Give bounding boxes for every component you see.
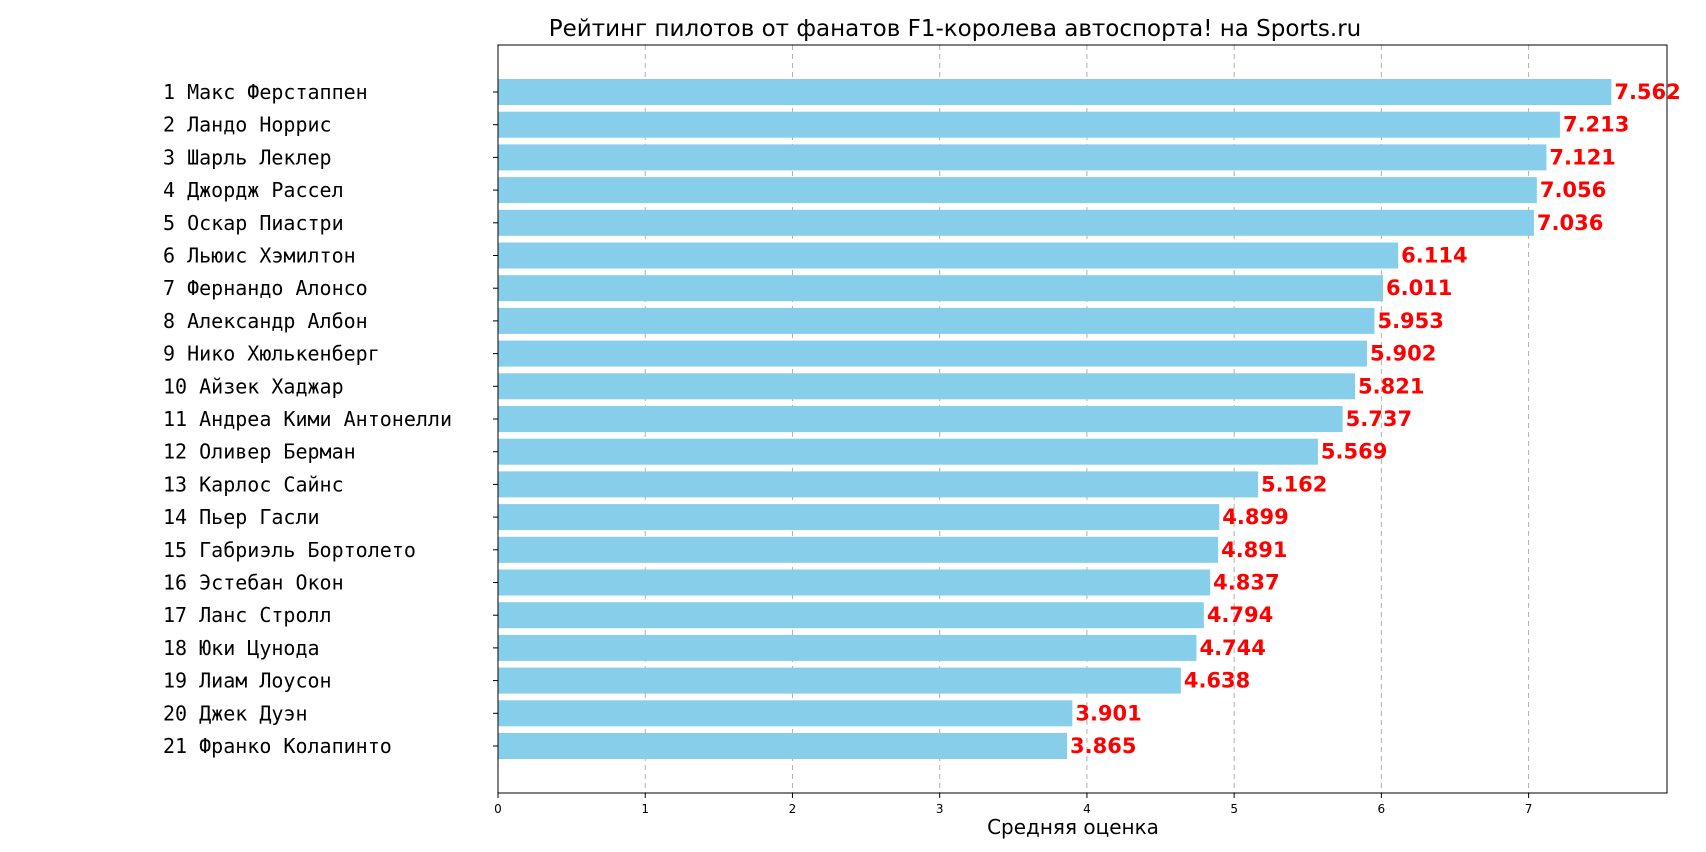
bar	[498, 111, 1560, 138]
value-label: 5.821	[1358, 374, 1424, 398]
x-tick-label: 1	[641, 802, 649, 816]
value-label: 5.902	[1370, 342, 1436, 366]
x-tick-label: 6	[1378, 802, 1386, 816]
value-label: 4.794	[1207, 603, 1273, 627]
bars	[498, 79, 1612, 759]
value-labels: 7.562 7.213 7.121 7.056 7.036 6.114 6.011 5.953…	[1070, 80, 1681, 758]
bar	[498, 275, 1383, 302]
y-tick-label: 14 Пьер Гасли	[163, 505, 320, 529]
x-ticks: 0 1 2 3 4 5 6 7	[494, 793, 1532, 816]
plot-frame	[497, 44, 1668, 794]
y-tick-label: 8 Александр Албон	[163, 309, 368, 333]
bar	[498, 177, 1537, 204]
y-tick-label: 9 Нико Хюлькенберг	[163, 342, 380, 366]
y-tick-label: 1 Макс Ферстаппен	[163, 80, 368, 104]
value-label: 5.953	[1377, 309, 1443, 333]
y-tick-label: 18 Юки Цунода	[163, 636, 320, 660]
value-label: 4.837	[1213, 571, 1279, 595]
y-tick-label: 13 Карлос Сайнс	[163, 472, 344, 496]
value-label: 4.638	[1184, 669, 1250, 693]
value-label: 4.744	[1199, 636, 1265, 660]
y-tick-label: 6 Льюис Хэмилтон	[163, 244, 356, 268]
bar	[498, 471, 1258, 498]
y-tick-label: 11 Андреа Кими Антонелли	[163, 407, 452, 431]
x-tick-label: 7	[1525, 802, 1533, 816]
y-tick-label: 21 Франко Колапинто	[163, 734, 392, 758]
y-tick-label: 3 Шарль Леклер	[163, 145, 332, 169]
chart-title: Рейтинг пилотов от фанатов F1-королева а…	[549, 16, 1361, 42]
bar	[498, 634, 1197, 661]
value-label: 4.891	[1221, 538, 1287, 562]
y-tick-label: 19 Лиам Лоусон	[163, 669, 332, 693]
bar	[498, 700, 1073, 727]
value-label: 6.114	[1401, 244, 1467, 268]
bar	[498, 602, 1204, 629]
y-tick-label: 4 Джордж Рассел	[163, 178, 344, 202]
y-tick-label: 20 Джек Дуэн	[163, 701, 308, 725]
bar	[498, 569, 1211, 596]
value-label: 5.569	[1321, 440, 1387, 464]
bar	[498, 144, 1547, 171]
y-tick-label: 12 Оливер Берман	[163, 440, 356, 464]
value-label: 6.011	[1386, 276, 1452, 300]
bar	[498, 373, 1356, 400]
bar	[498, 307, 1375, 334]
value-label: 7.036	[1537, 211, 1603, 235]
y-tick-label: 5 Оскар Пиастри	[163, 211, 344, 235]
value-label: 5.162	[1261, 472, 1327, 496]
value-label: 3.901	[1075, 701, 1141, 725]
bar	[498, 733, 1068, 759]
bar	[498, 209, 1534, 236]
value-label: 7.562	[1614, 80, 1680, 104]
x-tick-label: 0	[494, 802, 502, 816]
bar	[498, 504, 1220, 531]
x-tick-label: 5	[1230, 802, 1238, 816]
bar	[498, 242, 1399, 269]
y-tick-labels: 1 Макс Ферстаппен 2 Ландо Норрис 3 Шарль Л…	[163, 80, 498, 758]
x-tick-label: 4	[1083, 802, 1091, 816]
x-tick-label: 3	[936, 802, 944, 816]
bar	[498, 667, 1181, 694]
bar	[498, 536, 1219, 563]
y-tick-label: 2 Ландо Норрис	[163, 113, 332, 137]
value-label: 7.213	[1563, 113, 1629, 137]
bar	[498, 406, 1343, 432]
y-tick-label: 15 Габриэль Бортолето	[163, 538, 416, 562]
bar	[498, 438, 1318, 465]
y-tick-label: 7 Фернандо Алонсо	[163, 276, 368, 300]
x-tick-label: 2	[789, 802, 797, 816]
bar	[498, 79, 1612, 105]
value-label: 4.899	[1222, 505, 1288, 529]
bar	[498, 340, 1367, 367]
value-label: 3.865	[1070, 734, 1136, 758]
y-tick-label: 16 Эстебан Окон	[163, 571, 344, 595]
x-axis-label: Средняя оценка	[987, 815, 1159, 839]
value-label: 7.121	[1549, 145, 1615, 169]
value-label: 5.737	[1346, 407, 1412, 431]
value-label: 7.056	[1540, 178, 1606, 202]
y-tick-label: 17 Ланс Стролл	[163, 603, 332, 627]
y-tick-label: 10 Айзек Хаджар	[163, 374, 344, 398]
